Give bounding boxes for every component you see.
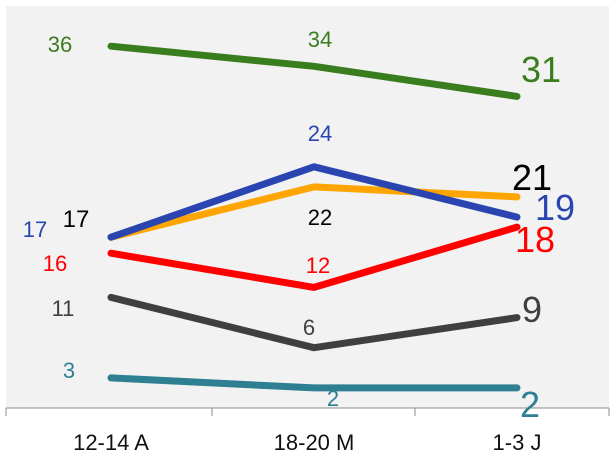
category-labels: 12-14 A 18-20 M 1-3 J: [73, 430, 541, 455]
data-label: 34: [308, 27, 332, 52]
data-label: 17: [23, 217, 47, 242]
series-line-5: [107, 293, 521, 352]
data-label: 2: [520, 384, 540, 425]
data-label: 3: [63, 358, 75, 383]
x-axis-ticks: [5, 408, 610, 416]
data-label: 18: [515, 219, 555, 260]
x-tick-label: 1-3 J: [493, 430, 542, 455]
data-label: 22: [308, 205, 332, 230]
data-label: 24: [308, 121, 332, 146]
data-label: 12: [306, 253, 330, 278]
data-label: 11: [52, 296, 75, 321]
series-line-4: [107, 223, 521, 291]
data-label: 17: [63, 206, 90, 233]
data-label: 19: [535, 187, 575, 228]
data-label: 16: [43, 251, 67, 276]
series-line-6: [107, 374, 521, 392]
series-line-2: [107, 163, 521, 241]
x-tick-label: 18-20 M: [274, 430, 355, 455]
data-label: 6: [303, 315, 315, 340]
data-label: 21: [512, 157, 552, 198]
data-label: 36: [48, 32, 72, 57]
data-label: 31: [521, 49, 561, 90]
plot-area: [6, 6, 609, 408]
series-line-3: [107, 183, 521, 241]
series-lines: [107, 42, 521, 392]
data-label: 9: [522, 289, 542, 330]
series-line-1: [107, 42, 521, 100]
data-label: 2: [327, 386, 339, 411]
x-tick-label: 12-14 A: [73, 430, 149, 455]
